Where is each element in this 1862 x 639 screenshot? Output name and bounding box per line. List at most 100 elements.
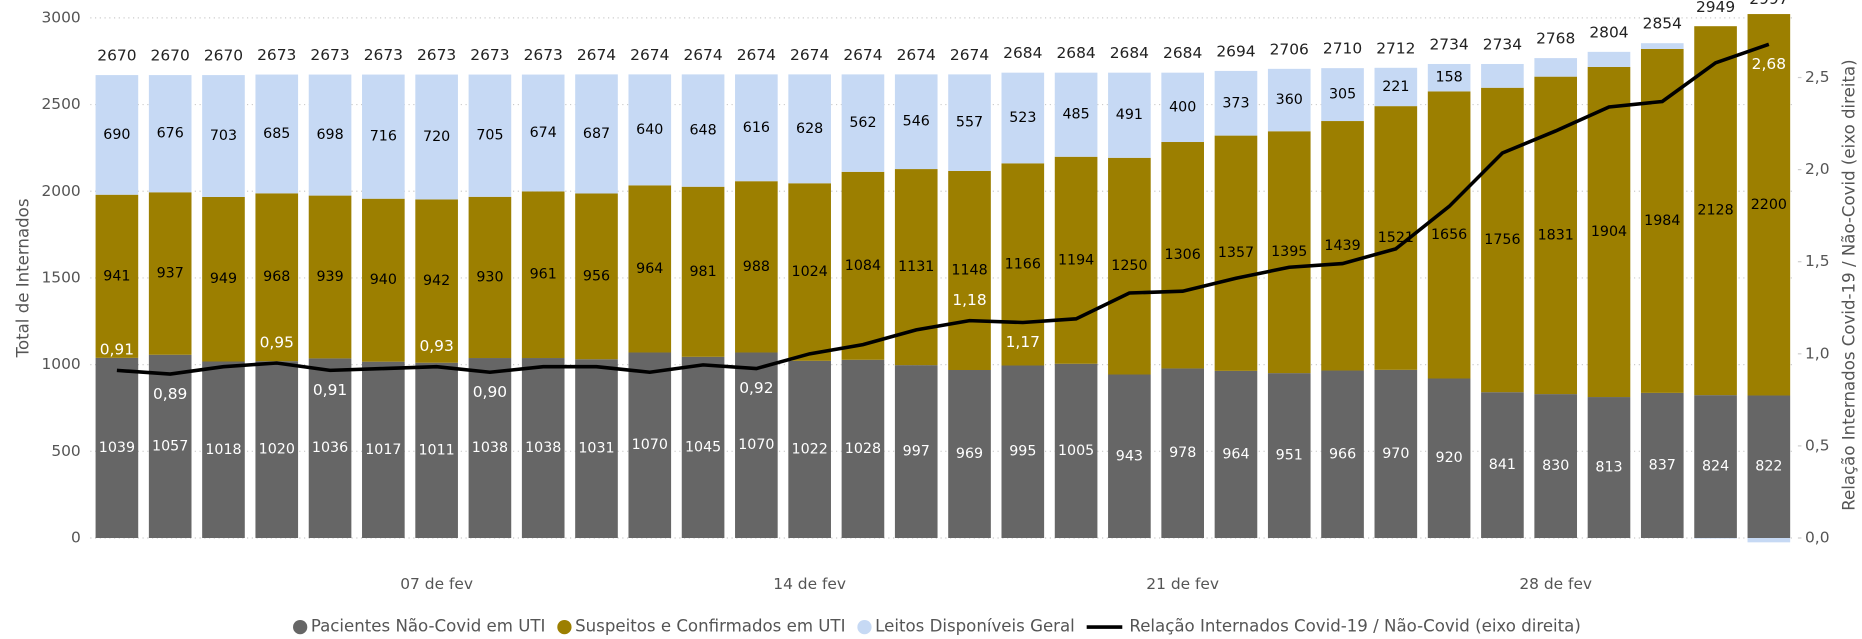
bar-value-label: 2200	[1751, 197, 1787, 213]
bar-value-label: 1831	[1538, 227, 1574, 243]
bar-value-label: 941	[103, 268, 130, 284]
bar-segment	[1427, 378, 1471, 538]
total-label: 2673	[364, 46, 403, 64]
bar-value-label: 964	[636, 261, 663, 277]
total-label: 2734	[1483, 35, 1522, 53]
bar-value-label: 1148	[951, 262, 987, 278]
ratio-label: 0,93	[419, 337, 453, 355]
ratio-label: 0,90	[473, 383, 507, 401]
bar-value-label: 966	[1329, 446, 1356, 462]
legend-marker	[293, 619, 308, 635]
total-label: 2710	[1323, 40, 1362, 58]
bar-segment	[1214, 135, 1258, 371]
total-label: 2670	[97, 47, 136, 65]
bar-value-label: 1131	[898, 259, 934, 275]
bar-segment	[1427, 63, 1471, 92]
bar-value-label: 1250	[1111, 258, 1147, 274]
bar-segment	[735, 74, 778, 182]
bar-segment	[1747, 395, 1791, 538]
bar-segment	[575, 193, 618, 360]
bar-segment	[1534, 58, 1578, 77]
total-label: 2674	[897, 46, 936, 64]
bar-segment	[521, 191, 565, 359]
bar-value-label: 705	[476, 128, 503, 144]
bar-segment	[1108, 157, 1151, 375]
bar-value-label: 1020	[259, 442, 295, 458]
bar-value-label: 1039	[99, 440, 135, 456]
bar-segment	[1481, 63, 1524, 88]
bar-value-label: 956	[583, 268, 610, 284]
bar-segment	[1640, 43, 1684, 49]
bar-segment	[948, 369, 991, 538]
bar-segment	[628, 74, 672, 186]
bar-value-label: 616	[743, 120, 770, 136]
ratio-label: 0,91	[313, 381, 347, 399]
total-label: 2673	[417, 46, 456, 64]
bar-segment	[681, 356, 725, 538]
bar-segment	[1267, 131, 1311, 374]
ratio-label: 0,91	[100, 341, 134, 359]
total-label: 2670	[151, 47, 190, 65]
ratio-label: 0,89	[153, 385, 187, 403]
bar-segment	[841, 359, 885, 538]
bar-segment	[308, 74, 352, 196]
bar-segment	[841, 74, 885, 172]
bar-value-label: 674	[530, 125, 557, 141]
bar-segment	[362, 74, 405, 199]
ratio-line	[116, 42, 1770, 376]
total-label: 2674	[577, 46, 616, 64]
bar-value-label: 943	[1116, 448, 1143, 464]
bar-value-label: 1031	[578, 441, 614, 457]
bar-segment	[308, 195, 352, 359]
bar-value-label: 1306	[1165, 247, 1201, 263]
bar-value-label: 813	[1595, 460, 1622, 476]
bar-value-label: 373	[1222, 95, 1249, 111]
total-label: 2673	[257, 46, 296, 64]
y-tick-label: 500	[51, 442, 80, 460]
bar-segment	[148, 192, 192, 355]
y-tick-label: 2000	[42, 182, 81, 200]
bar-value-label: 557	[956, 115, 983, 131]
y2-tick-label: 0,0	[1805, 529, 1830, 547]
bar-value-label: 1166	[1005, 256, 1041, 272]
bar-segment	[148, 354, 192, 538]
bar-value-label: 690	[103, 127, 130, 143]
bar-value-label: 822	[1755, 459, 1782, 475]
bar-segment	[1374, 369, 1418, 538]
ratio-label: 1,18	[952, 291, 986, 309]
bar-value-label: 981	[689, 264, 716, 280]
bar-value-label: 703	[210, 128, 237, 144]
bar-value-label: 1357	[1218, 245, 1254, 261]
bar-segment	[575, 359, 618, 538]
y2-tick-label: 2,5	[1805, 68, 1830, 86]
bar-value-label: 968	[263, 269, 290, 285]
bar-value-label: 698	[316, 127, 343, 143]
y-tick-label: 2500	[42, 95, 81, 113]
bar-value-label: 1070	[632, 437, 668, 453]
total-label: 2694	[1216, 42, 1255, 60]
bar-value-label: 687	[583, 126, 610, 142]
bar-value-label: 628	[796, 121, 823, 137]
bar-value-label: 1036	[312, 440, 348, 456]
bar-value-label: 716	[370, 129, 397, 145]
total-label: 2673	[310, 46, 349, 64]
bar-segment	[1321, 370, 1364, 538]
bar-value-label: 995	[1009, 444, 1036, 460]
bar-segment	[735, 352, 778, 538]
bar-segment	[1161, 142, 1204, 369]
total-label: 2673	[524, 46, 563, 64]
bar-value-label: 824	[1702, 459, 1729, 475]
x-tick-label: 21 de fev	[1146, 575, 1219, 593]
bar-segment	[308, 358, 352, 538]
total-label: 2854	[1643, 15, 1682, 33]
bar-segment	[628, 185, 672, 353]
bar-segment	[255, 193, 299, 362]
bar-value-label: 988	[743, 259, 770, 275]
bar-segment	[1001, 163, 1045, 366]
legend-label: Leitos Disponíveis Geral	[875, 617, 1075, 636]
bar-segment	[1214, 70, 1258, 136]
bar-segment	[1694, 538, 1737, 539]
bar-segment	[1054, 156, 1098, 364]
ratio-label: 2,68	[1752, 55, 1786, 73]
